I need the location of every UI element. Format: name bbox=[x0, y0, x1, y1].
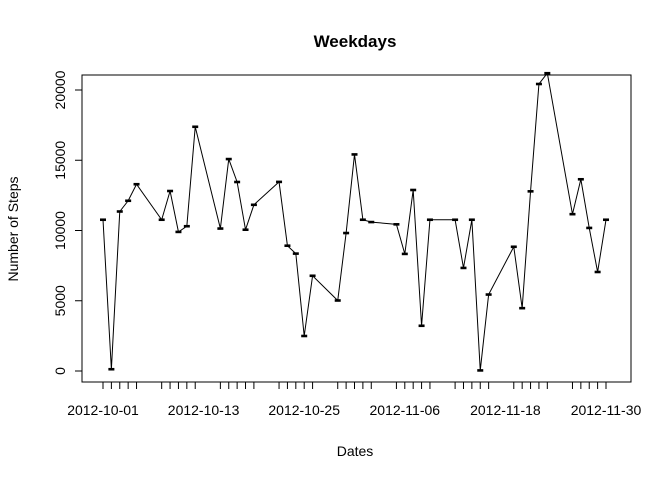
y-tick-label: 5000 bbox=[52, 285, 68, 316]
y-tick-label: 15000 bbox=[52, 141, 68, 180]
x-axis: 2012-10-01 2012-10-13 2012-10-25 2012-11-06… bbox=[67, 381, 642, 418]
x-tick-label: 2012-10-13 bbox=[168, 402, 240, 418]
y-axis-label: Number of Steps bbox=[5, 176, 21, 281]
x-tick-label: 2012-11-18 bbox=[470, 402, 541, 418]
chart-title: Weekdays bbox=[314, 32, 397, 51]
x-tick-label: 2012-10-25 bbox=[268, 402, 340, 418]
y-tick-label: 0 bbox=[52, 367, 68, 375]
x-tick-label: 2012-11-06 bbox=[370, 402, 441, 418]
y-tick-label: 10000 bbox=[52, 211, 68, 250]
plot-frame bbox=[81, 74, 632, 383]
series-layer bbox=[100, 71, 609, 372]
y-axis: 0 5000 10000 15000 20000 bbox=[52, 70, 83, 375]
x-axis-label: Dates bbox=[337, 443, 374, 459]
x-tick-label: 2012-10-01 bbox=[67, 402, 139, 418]
series-line bbox=[102, 72, 607, 371]
y-tick-label: 20000 bbox=[52, 70, 68, 109]
x-tick-label: 2012-11-30 bbox=[571, 402, 642, 418]
